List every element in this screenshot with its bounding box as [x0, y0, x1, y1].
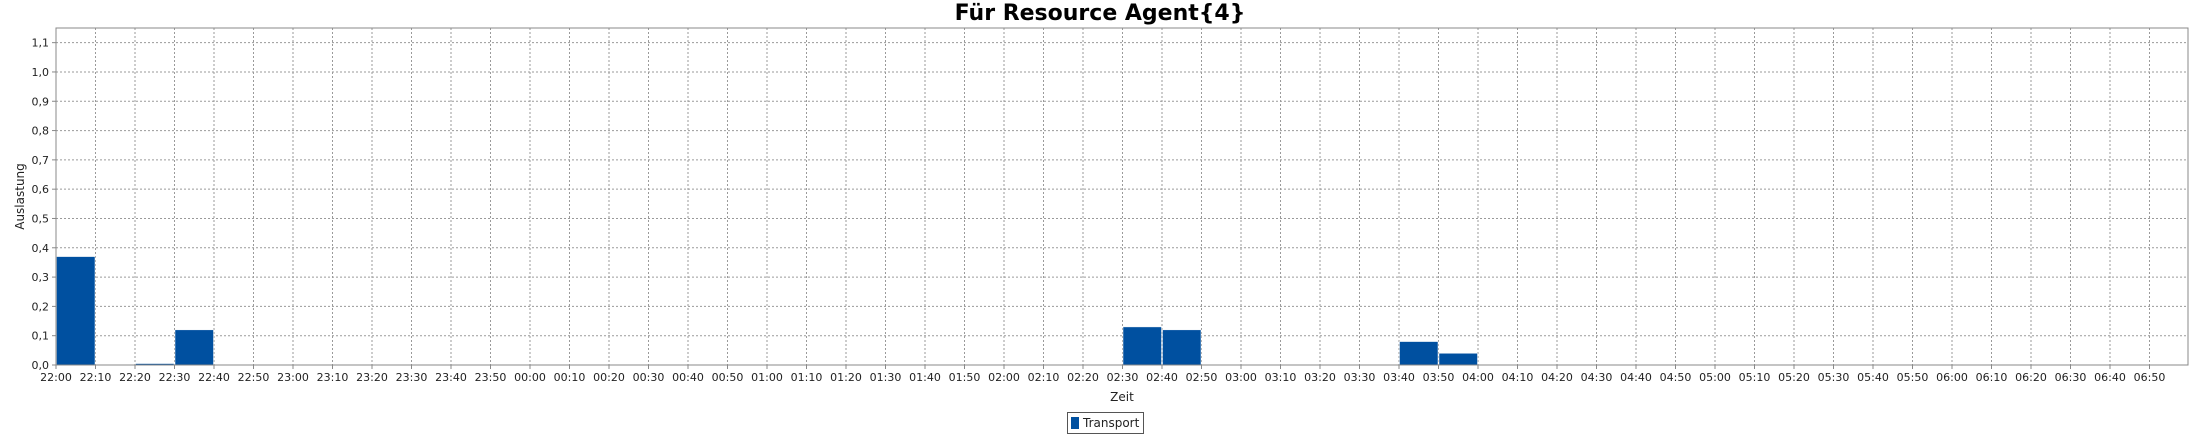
x-tick-label: 02:40	[1146, 371, 1178, 384]
x-tick-label: 00:00	[514, 371, 546, 384]
x-tick-label: 22:20	[119, 371, 151, 384]
y-tick-label: 1,1	[32, 37, 50, 50]
x-tick-label: 22:00	[40, 371, 72, 384]
bar-transport-0230	[1122, 326, 1162, 366]
x-tick-label: 03:30	[1344, 371, 1376, 384]
x-tick-label: 05:40	[1857, 371, 1889, 384]
y-tick-label: 0,4	[32, 242, 50, 255]
x-tick-label: 05:20	[1778, 371, 1810, 384]
x-tick-label: 04:10	[1502, 371, 1534, 384]
x-tick-label: 01:10	[791, 371, 823, 384]
legend-label-transport: Transport	[1083, 416, 1140, 430]
x-tick-label: 04:30	[1581, 371, 1613, 384]
x-tick-label: 04:40	[1620, 371, 1652, 384]
x-tick-label: 03:40	[1383, 371, 1415, 384]
y-tick-label: 0,1	[32, 330, 50, 343]
x-tick-label: 05:50	[1897, 371, 1929, 384]
x-tick-label: 23:00	[277, 371, 309, 384]
x-tick-label: 03:20	[1304, 371, 1336, 384]
x-tick-label: 23:50	[475, 371, 507, 384]
y-tick-label: 0,8	[32, 125, 50, 138]
bar-transport-2230	[174, 329, 214, 366]
x-tick-label: 01:30	[870, 371, 902, 384]
y-tick-label: 0,3	[32, 271, 50, 284]
legend: Transport	[1067, 412, 1145, 434]
legend-swatch-transport	[1071, 417, 1079, 429]
x-tick-label: 06:40	[2094, 371, 2126, 384]
x-tick-label: 02:30	[1107, 371, 1139, 384]
x-tick-label: 23:10	[317, 371, 349, 384]
bars	[56, 256, 1478, 366]
x-tick-label: 01:00	[751, 371, 783, 384]
x-tick-label: 02:00	[988, 371, 1020, 384]
y-axis-ticks: 0,0 0,1 0,2 0,3 0,4 0,5 0,6 0,7 0,8 0,9 1,0 1,1	[32, 37, 56, 372]
x-tick-label: 01:20	[830, 371, 862, 384]
x-tick-label: 00:50	[712, 371, 744, 384]
x-tick-label: 01:50	[949, 371, 981, 384]
y-tick-label: 0,2	[32, 300, 50, 313]
x-tick-label: 03:50	[1423, 371, 1455, 384]
grid-lines	[56, 28, 2188, 365]
y-tick-label: 0,6	[32, 183, 50, 196]
y-tick-label: 0,5	[32, 212, 50, 225]
x-axis-label: Zeit	[1110, 390, 1134, 404]
x-tick-label: 03:10	[1265, 371, 1297, 384]
x-tick-label: 02:10	[1028, 371, 1060, 384]
x-tick-label: 04:50	[1660, 371, 1692, 384]
x-tick-label: 00:30	[633, 371, 665, 384]
bar-transport-0350	[1438, 353, 1478, 366]
x-tick-label: 05:30	[1818, 371, 1850, 384]
x-tick-label: 22:50	[238, 371, 270, 384]
x-tick-label: 06:00	[1936, 371, 1968, 384]
x-tick-label: 23:20	[356, 371, 388, 384]
y-axis-label: Auslastung	[13, 163, 27, 230]
x-axis-ticks: 22:00 22:10 22:20 22:30 22:40 22:50 23:00 23:10…	[40, 365, 2165, 384]
x-tick-label: 04:20	[1541, 371, 1573, 384]
x-tick-label: 22:30	[159, 371, 191, 384]
x-tick-label: 06:50	[2134, 371, 2166, 384]
x-tick-label: 05:10	[1739, 371, 1771, 384]
x-tick-label: 06:30	[2055, 371, 2087, 384]
x-tick-label: 22:10	[80, 371, 112, 384]
x-tick-label: 02:20	[1067, 371, 1099, 384]
x-tick-label: 22:40	[198, 371, 230, 384]
x-tick-label: 00:40	[672, 371, 704, 384]
y-tick-label: 0,9	[32, 95, 50, 108]
x-tick-label: 04:00	[1462, 371, 1494, 384]
x-tick-label: 01:40	[909, 371, 941, 384]
y-tick-label: 0,0	[32, 359, 50, 372]
x-tick-label: 02:50	[1186, 371, 1218, 384]
chart-title: Für Resource Agent{4}	[954, 1, 1246, 26]
bar-transport-2200	[56, 256, 96, 366]
x-tick-label: 23:40	[435, 371, 467, 384]
x-tick-label: 03:00	[1225, 371, 1257, 384]
x-tick-label: 23:30	[396, 371, 428, 384]
x-tick-label: 06:10	[1976, 371, 2008, 384]
x-tick-label: 00:20	[593, 371, 625, 384]
y-tick-label: 1,0	[32, 66, 50, 79]
x-tick-label: 06:20	[2015, 371, 2047, 384]
bar-transport-0240	[1162, 329, 1202, 366]
x-tick-label: 05:00	[1699, 371, 1731, 384]
bar-transport-0340	[1399, 341, 1439, 366]
y-tick-label: 0,7	[32, 154, 50, 167]
x-tick-label: 00:10	[554, 371, 586, 384]
